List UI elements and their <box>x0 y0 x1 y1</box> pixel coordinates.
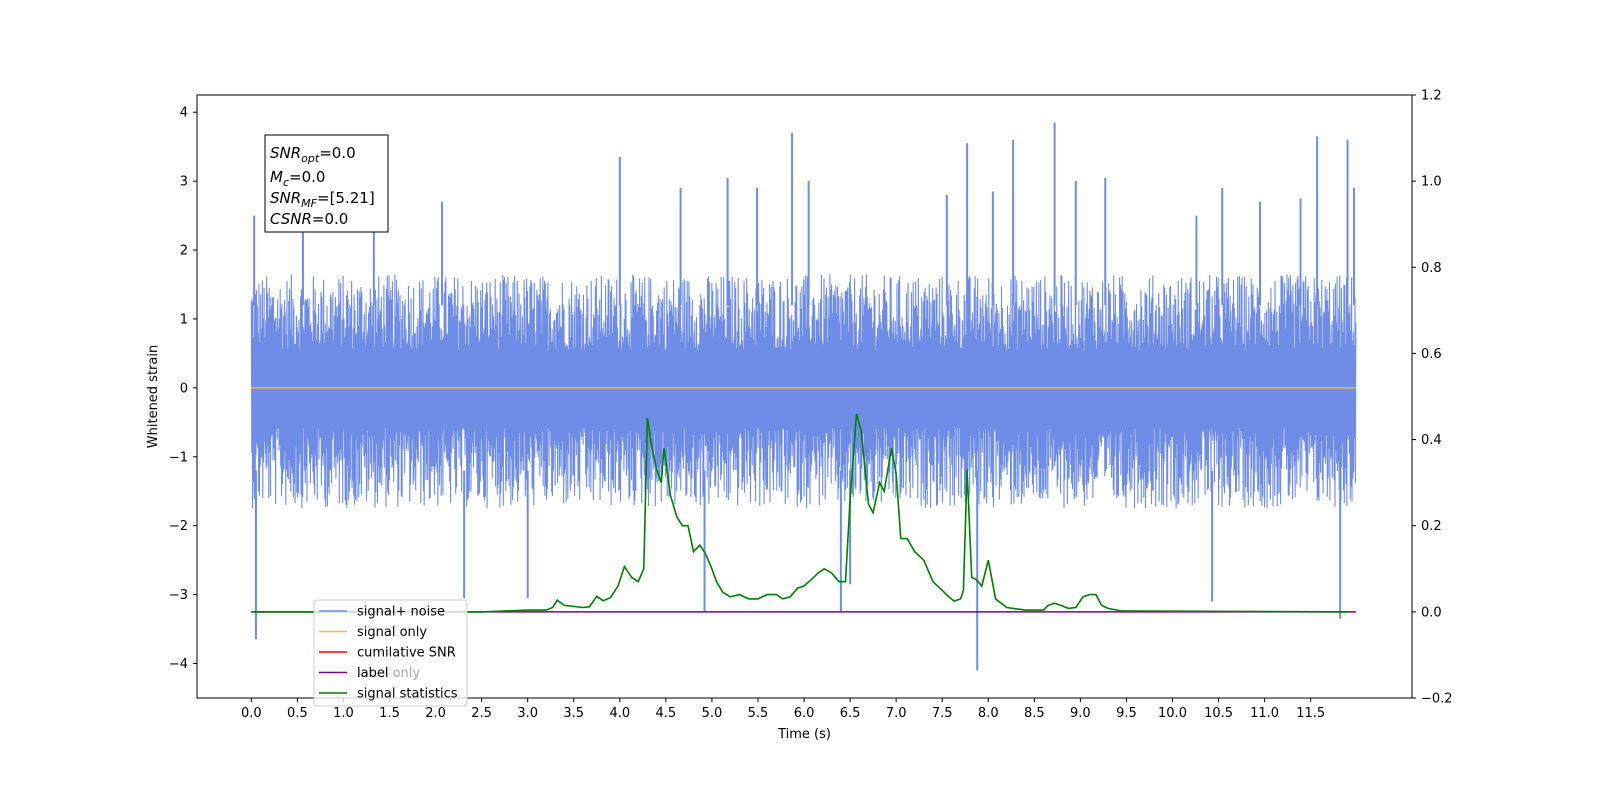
x-tick-label-11: 5.5 <box>748 706 769 721</box>
x-tick-label-12: 6.0 <box>794 706 815 721</box>
legend-overlapped-label-only: label only <box>357 666 420 681</box>
annotation-csnr-value: =0.0 <box>312 210 348 228</box>
x-tick-label-17: 8.5 <box>1024 706 1045 721</box>
x-tick-label-5: 2.5 <box>471 706 492 721</box>
legend-frame <box>313 599 468 707</box>
annotation-snr-mf-sub: MF <box>301 197 317 210</box>
x-tick-label-7: 3.5 <box>563 706 584 721</box>
x-tick-label-8: 4.0 <box>609 706 630 721</box>
x-tick-label-14: 7.0 <box>886 706 907 721</box>
y2-tick-label-1: 1.0 <box>1421 175 1442 190</box>
y-tick-label-3: 1 <box>180 312 188 327</box>
x-tick-label-15: 7.5 <box>932 706 953 721</box>
x-tick-label-19: 9.5 <box>1116 706 1137 721</box>
signal-noise-series <box>250 122 1357 671</box>
x-tick-label-21: 10.5 <box>1204 706 1233 721</box>
annotation-csnr-base: CSNR <box>270 210 312 228</box>
x-tick-label-13: 6.5 <box>840 706 861 721</box>
legend-entry-0: signal+ noise <box>357 605 445 620</box>
annotation-snr-opt: SNRopt=0.0 <box>270 144 356 165</box>
x-tick-label-20: 10.0 <box>1158 706 1187 721</box>
y2-tick-label-2: 0.8 <box>1421 261 1442 276</box>
annotation-snr-mf-value: =[5.21] <box>317 189 375 207</box>
x-tick-label-2: 1.0 <box>333 706 354 721</box>
y2-tick-label-6: 0.0 <box>1421 605 1442 620</box>
x-tick-label-10: 5.0 <box>702 706 723 721</box>
x-tick-label-16: 8.0 <box>978 706 999 721</box>
legend: label only signal+ noise signal only cumil… <box>313 599 468 707</box>
y-axis-left: 4 3 2 1 0 −1 −2 −3 −4 <box>169 106 197 672</box>
annotation-snr-opt-base: SNR <box>270 144 301 162</box>
x-tick-label-22: 11.0 <box>1250 706 1279 721</box>
annotation-frame <box>264 134 389 233</box>
signal-noise-line <box>250 274 1357 509</box>
y2-tick-label-0: 1.2 <box>1421 89 1442 104</box>
annotation-mc-value: =0.0 <box>289 168 325 186</box>
x-tick-label-3: 1.5 <box>379 706 400 721</box>
legend-entry-3: label <box>357 666 388 681</box>
x-tick-label-4: 2.0 <box>425 706 446 721</box>
x-tick-label-1: 0.5 <box>287 706 308 721</box>
annotation-csnr: CSNR=0.0 <box>270 210 348 228</box>
y2-tick-label-5: 0.2 <box>1421 519 1442 534</box>
legend-entry-1: signal only <box>357 625 427 640</box>
stats-annotation-box: SNRopt=0.0 Mc=0.0 SNRMF=[5.21] CSNR=0.0 <box>264 134 389 233</box>
x-axis: 0.0 0.5 1.0 1.5 2.0 2.5 3.0 3.5 4.0 4.5 5.0 5.5 6.0 6… <box>241 698 1325 721</box>
x-axis-label: Time (s) <box>777 727 831 742</box>
y2-tick-label-7: −0.2 <box>1421 692 1453 707</box>
y-axis-right: 1.2 1.0 0.8 0.6 0.4 0.2 0.0 −0.2 <box>1412 89 1453 707</box>
annotation-snr-mf: SNRMF=[5.21] <box>270 189 375 210</box>
y-tick-label-0: 4 <box>180 106 188 121</box>
y-tick-label-5: −1 <box>169 450 188 465</box>
x-tick-label-23: 11.5 <box>1296 706 1325 721</box>
annotation-snr-mf-base: SNR <box>270 189 301 207</box>
legend-entry-4: signal statistics <box>357 687 458 702</box>
annotation-mc-sub: c <box>283 176 289 189</box>
x-tick-label-6: 3.0 <box>517 706 538 721</box>
signal-statistics-line <box>251 413 1349 613</box>
y-axis-label: Whitened strain <box>146 345 161 448</box>
annotation-snr-opt-sub: opt <box>301 152 320 165</box>
y-tick-label-7: −3 <box>169 588 188 603</box>
y2-tick-label-3: 0.6 <box>1421 347 1442 362</box>
annotation-mc: Mc=0.0 <box>270 168 325 189</box>
x-tick-label-9: 4.5 <box>656 706 677 721</box>
y-tick-label-2: 2 <box>180 244 188 259</box>
legend-entry-2: cumilative SNR <box>357 646 456 661</box>
x-tick-label-0: 0.0 <box>241 706 262 721</box>
y-tick-label-1: 3 <box>180 175 188 190</box>
y-tick-label-8: −4 <box>169 657 188 672</box>
x-tick-label-18: 9.0 <box>1070 706 1091 721</box>
y2-tick-label-4: 0.4 <box>1421 433 1442 448</box>
y-tick-label-6: −2 <box>169 519 188 534</box>
annotation-snr-opt-value: =0.0 <box>319 144 355 162</box>
annotation-mc-base: M <box>270 168 283 186</box>
y-tick-label-4: 0 <box>180 381 188 396</box>
